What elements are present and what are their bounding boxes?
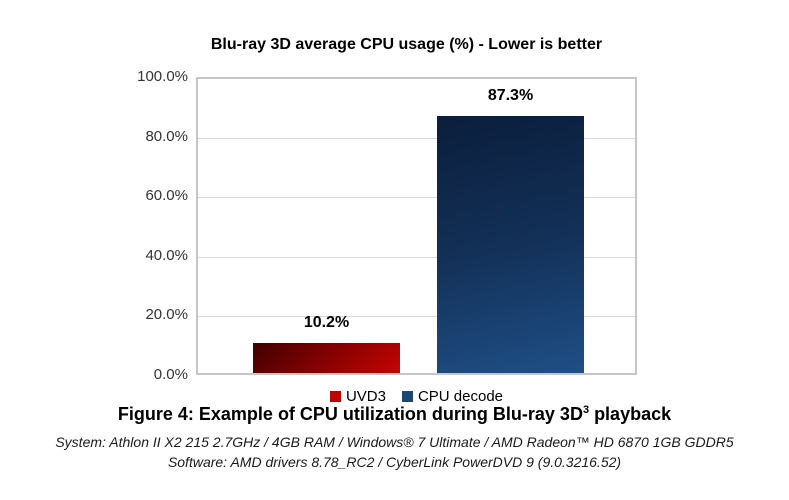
bar-value-label-cpu-decode: 87.3% bbox=[487, 87, 534, 105]
y-axis-tick-20: 20.0% bbox=[145, 306, 188, 323]
software-spec-line: Software: AMD drivers 8.78_RC2 / CyberLi… bbox=[167, 454, 622, 470]
legend-item-cpu-decode: CPU decode bbox=[401, 388, 504, 405]
y-axis-tick-80: 80.0% bbox=[145, 128, 188, 145]
y-axis-tick-60: 60.0% bbox=[145, 187, 188, 204]
legend-swatch-uvd3 bbox=[329, 391, 341, 402]
bar-cpu-decode: 87.3% bbox=[437, 87, 584, 373]
gridline-20 bbox=[198, 316, 635, 317]
y-axis-tick-40: 40.0% bbox=[145, 247, 188, 264]
y-axis-tick-0: 0.0% bbox=[153, 366, 188, 383]
plot-area: 10.2% 87.3% bbox=[196, 77, 637, 375]
figure-caption-suffix: playback bbox=[589, 404, 672, 424]
chart-title: Blu-ray 3D average CPU usage (%) - Lower… bbox=[210, 36, 603, 53]
legend-item-uvd3: UVD3 bbox=[329, 388, 386, 405]
y-axis-tick-100: 100.0% bbox=[137, 68, 188, 85]
figure-caption-text: Figure 4: Example of CPU utilization dur… bbox=[117, 404, 583, 424]
chart-legend: UVD3 CPU decode bbox=[196, 388, 637, 405]
legend-swatch-cpu-decode bbox=[401, 391, 413, 402]
system-spec-line: System: Athlon II X2 215 2.7GHz / 4GB RA… bbox=[55, 434, 734, 450]
gridline-40 bbox=[198, 257, 635, 258]
legend-label-cpu-decode: CPU decode bbox=[417, 388, 504, 405]
bar-uvd3: 10.2% bbox=[253, 314, 400, 373]
figure-caption: Figure 4: Example of CPU utilization dur… bbox=[0, 404, 789, 425]
gridline-60 bbox=[198, 197, 635, 198]
gridline-80 bbox=[198, 138, 635, 139]
figure-caption-footnote-mark: 3 bbox=[582, 404, 590, 416]
legend-label-uvd3: UVD3 bbox=[345, 388, 386, 405]
bar-value-label-uvd3: 10.2% bbox=[303, 314, 350, 331]
